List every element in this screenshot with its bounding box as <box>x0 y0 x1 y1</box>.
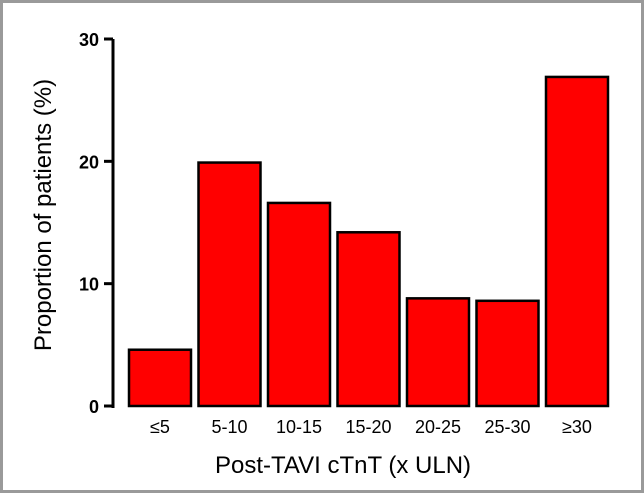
bars-group <box>127 75 610 408</box>
y-tick-label: 30 <box>79 30 99 50</box>
x-tick-label: 25-30 <box>484 417 530 437</box>
y-tick-label: 0 <box>89 397 99 417</box>
x-tick-label: 20-25 <box>415 417 461 437</box>
axes-group: 0 10 20 30 <box>79 30 115 417</box>
y-tick-label: 20 <box>79 152 99 172</box>
x-tick-label: 5-10 <box>211 417 247 437</box>
x-tick-labels-group: ≤5 5-10 10-15 15-20 20-25 25-30 ≥30 <box>150 417 592 437</box>
x-tick-label: ≤5 <box>150 417 170 437</box>
bar <box>197 161 262 408</box>
x-tick-label: 10-15 <box>276 417 322 437</box>
x-tick-label: 15-20 <box>345 417 391 437</box>
bar <box>405 297 471 408</box>
bar <box>475 299 540 408</box>
y-ticks-group: 0 10 20 30 <box>79 30 113 417</box>
bar <box>544 75 610 408</box>
x-axis-title: Post-TAVI cTnT (x ULN) <box>215 452 471 479</box>
y-axis-title: Proportion of patients (%) <box>30 79 57 351</box>
bar <box>127 348 193 408</box>
x-tick-label: ≥30 <box>562 417 592 437</box>
y-tick-label: 10 <box>79 275 99 295</box>
bar <box>336 231 401 408</box>
bar <box>266 201 332 408</box>
bar-chart: 0 10 20 30 ≤5 5-10 10-15 15-20 20-25 25-30 ≥30 Pr… <box>30 30 610 479</box>
